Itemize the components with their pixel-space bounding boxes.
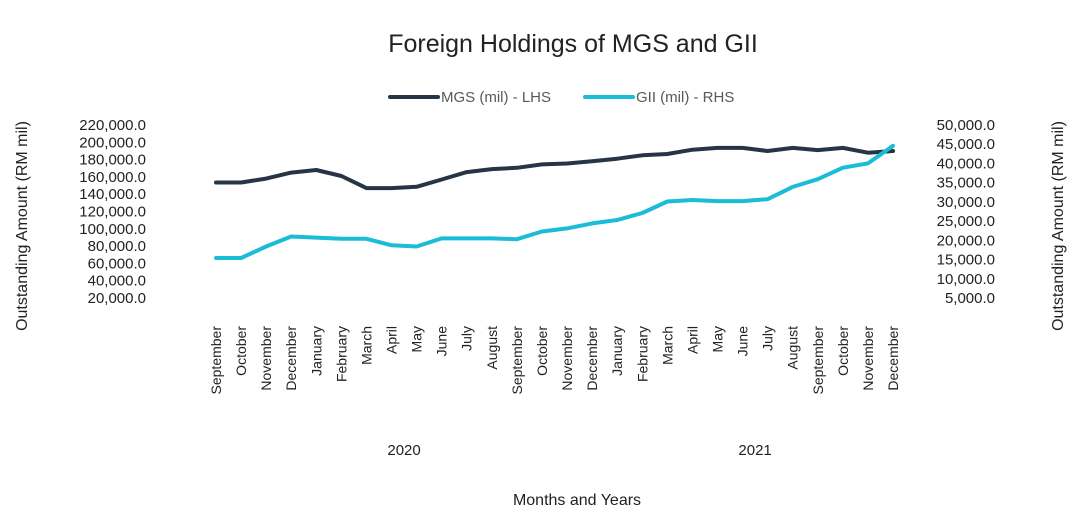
- legend-label: GII (mil) - RHS: [636, 89, 734, 106]
- x-tick-label: July: [459, 326, 475, 351]
- y-left-tick-label: 220,000.0: [79, 117, 146, 134]
- y-left-tick-label: 180,000.0: [79, 152, 146, 169]
- y-right-tick-label: 25,000.0: [937, 213, 995, 230]
- x-tick-label: March: [358, 326, 374, 365]
- y-left-tick-label: 60,000.0: [88, 255, 146, 272]
- y-axis-right-label: Outstanding Amount (RM mil): [1050, 121, 1067, 331]
- x-tick-label: July: [760, 326, 776, 351]
- x-tick-label: November: [258, 326, 274, 391]
- chart-title: Foreign Holdings of MGS and GII: [388, 30, 758, 58]
- x-tick-label: January: [308, 326, 324, 376]
- x-tick-label: June: [735, 326, 751, 357]
- x-tick-label: October: [534, 326, 550, 376]
- series-line-2: [214, 143, 895, 260]
- x-tick-label: April: [384, 326, 400, 354]
- y-left-tick-label: 140,000.0: [79, 186, 146, 203]
- x-tick-label: December: [885, 326, 901, 391]
- x-tick-label: December: [584, 326, 600, 391]
- x-tick-label: June: [434, 326, 450, 357]
- y-right-tick-label: 5,000.0: [945, 290, 995, 307]
- x-tick-label: September: [810, 326, 826, 395]
- y-left-tick-label: 40,000.0: [88, 273, 146, 290]
- y-axis-left-ticks: 20,000.040,000.060,000.080,000.0100,000.…: [79, 117, 146, 307]
- x-tick-label: May: [409, 326, 425, 352]
- x-tick-label: December: [283, 326, 299, 391]
- y-left-tick-label: 120,000.0: [79, 204, 146, 221]
- y-right-tick-label: 10,000.0: [937, 271, 995, 288]
- y-left-tick-label: 200,000.0: [79, 134, 146, 151]
- x-tick-label: September: [509, 326, 525, 395]
- y-axis-right-ticks: 5,000.0 10,000.0 15,000.0 20,000.0 25,000.0 3…: [937, 117, 995, 307]
- y-left-tick-label: 80,000.0: [88, 238, 146, 255]
- x-tick-label: April: [684, 326, 700, 354]
- x-tick-label: August: [484, 326, 500, 370]
- y-left-tick-label: 160,000.0: [79, 169, 146, 186]
- x-axis-label: Months and Years: [513, 492, 641, 509]
- legend-label: MGS (mil) - LHS: [441, 89, 551, 106]
- y-left-tick-label: 100,000.0: [79, 221, 146, 238]
- y-right-tick-label: 35,000.0: [937, 175, 995, 192]
- x-tick-label: October: [835, 326, 851, 376]
- legend: MGS (mil) - LHS GII (mil) - RHS: [388, 89, 734, 106]
- y-right-tick-label: 45,000.0: [937, 136, 995, 153]
- x-tick-label: January: [609, 326, 625, 376]
- x-axis-ticks: September October November December January F…: [208, 326, 901, 395]
- x-group-label: 2020: [387, 442, 420, 459]
- y-axis-left-label: Outstanding Amount (RM mil): [14, 121, 31, 331]
- y-right-tick-label: 20,000.0: [937, 232, 995, 249]
- y-right-tick-label: 50,000.0: [937, 117, 995, 134]
- x-tick-label: November: [860, 326, 876, 391]
- y-right-tick-label: 40,000.0: [937, 155, 995, 172]
- series-line-1: [214, 145, 895, 191]
- x-tick-label: March: [659, 326, 675, 365]
- series-lines: [214, 143, 895, 260]
- x-tick-label: May: [709, 326, 725, 352]
- x-tick-label: February: [333, 326, 349, 382]
- x-axis-year-labels: 2020 2021: [387, 442, 771, 459]
- y-left-tick-label: 20,000.0: [88, 290, 146, 307]
- y-right-tick-label: 30,000.0: [937, 194, 995, 211]
- x-tick-label: September: [208, 326, 224, 395]
- y-right-tick-label: 15,000.0: [937, 252, 995, 269]
- x-group-label: 2021: [738, 442, 771, 459]
- x-tick-label: February: [634, 326, 650, 382]
- x-tick-label: November: [559, 326, 575, 391]
- x-tick-label: August: [785, 326, 801, 370]
- x-tick-label: October: [233, 326, 249, 376]
